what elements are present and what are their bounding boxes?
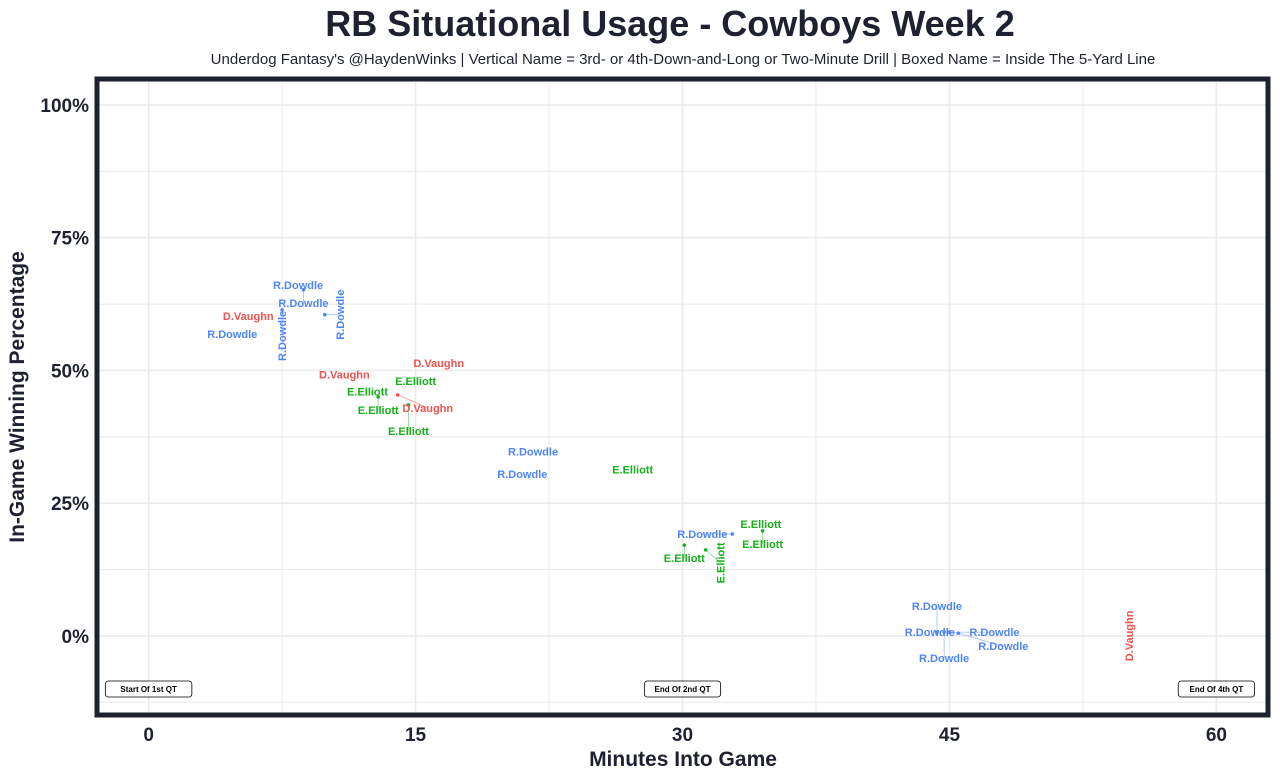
leader-line: [397, 394, 428, 409]
data-point-marker: [703, 548, 708, 552]
x-tick-label: 60: [1206, 725, 1227, 746]
x-tick-label: 0: [143, 725, 154, 746]
data-point-marker: [301, 287, 306, 292]
point-label: D.Vaughn: [319, 370, 370, 382]
point-label: E.Elliott: [358, 405, 399, 417]
data-point-marker: [280, 308, 284, 312]
plot-border: [94, 76, 1271, 718]
data-point-marker: [947, 630, 952, 634]
x-tick-label: 30: [672, 725, 693, 746]
x-axis-label: Minutes Into Game: [589, 748, 777, 771]
point-label: E.Elliott: [347, 387, 388, 399]
grid: [97, 79, 1268, 715]
data-point-marker: [376, 395, 380, 399]
point-label: R.Dowdle: [207, 329, 257, 341]
point-label: E.Elliott: [612, 465, 653, 477]
point-label: R.Dowdle: [277, 311, 289, 361]
quarter-annotation-box: [1177, 680, 1255, 698]
quarter-annotation: Start Of 1st QT: [120, 685, 177, 694]
point-label: R.Dowdle: [508, 447, 558, 459]
point-label: R.Dowdle: [969, 627, 1019, 639]
point-label: E.Elliott: [716, 542, 728, 583]
point-label: R.Dowdle: [273, 280, 323, 292]
quarter-annotation: End Of 2nd QT: [655, 685, 711, 694]
point-label: E.Elliott: [740, 519, 781, 531]
point-label: R.Dowdle: [335, 290, 347, 340]
point-label: R.Dowdle: [919, 653, 969, 665]
data-point-marker: [935, 630, 939, 634]
leader-lines: [280, 287, 1004, 659]
quarter-annotation-box: [643, 680, 722, 698]
chart-title: RB Situational Usage - Cowboys Week 2: [325, 3, 1014, 44]
point-label: D.Vaughn: [402, 403, 453, 415]
point-label: R.Dowdle: [278, 298, 328, 310]
data-point-marker: [760, 528, 765, 533]
data-labels: Start Of 1st QT End Of 2nd QT End Of 4th Q…: [104, 280, 1255, 698]
x-tick-label: 15: [405, 725, 427, 746]
y-tick-label: 0%: [62, 627, 90, 648]
point-label: D.Vaughn: [1124, 610, 1136, 661]
point-label: D.Vaughn: [223, 311, 274, 323]
data-point-marker: [956, 631, 961, 636]
data-point-marker: [395, 393, 400, 397]
y-tick-label: 75%: [51, 229, 89, 250]
point-label: E.Elliott: [664, 553, 705, 565]
point-label: R.Dowdle: [978, 641, 1028, 653]
data-point-marker: [730, 532, 735, 536]
data-point-marker: [942, 630, 946, 634]
chart-subtitle: Underdog Fantasy's @HaydenWinks | Vertic…: [211, 51, 1156, 68]
y-axis-label: In-Game Winning Percentage: [6, 251, 29, 543]
quarter-annotation-box: [104, 680, 193, 698]
point-label: E.Elliott: [388, 426, 429, 438]
axis-ticks: 0 15 30 45 60 0% 25% 50% 75% 100%: [40, 96, 1227, 746]
leader-line: [958, 632, 1004, 647]
point-label: D.Vaughn: [413, 358, 464, 370]
y-tick-label: 50%: [51, 361, 89, 382]
point-label: E.Elliott: [742, 539, 783, 551]
y-tick-label: 25%: [51, 494, 89, 515]
point-label: E.Elliott: [395, 376, 436, 388]
point-label: R.Dowdle: [677, 529, 727, 541]
data-point-marker: [322, 312, 327, 317]
point-label: R.Dowdle: [497, 469, 547, 481]
y-tick-label: 100%: [40, 96, 89, 117]
point-label: R.Dowdle: [905, 627, 955, 639]
quarter-annotation: End Of 4th QT: [1190, 685, 1244, 694]
x-tick-label: 45: [939, 725, 961, 746]
data-point-marker: [682, 543, 687, 547]
leader-line: [705, 549, 721, 564]
data-point-marker: [406, 403, 411, 407]
point-label: R.Dowdle: [912, 601, 962, 613]
